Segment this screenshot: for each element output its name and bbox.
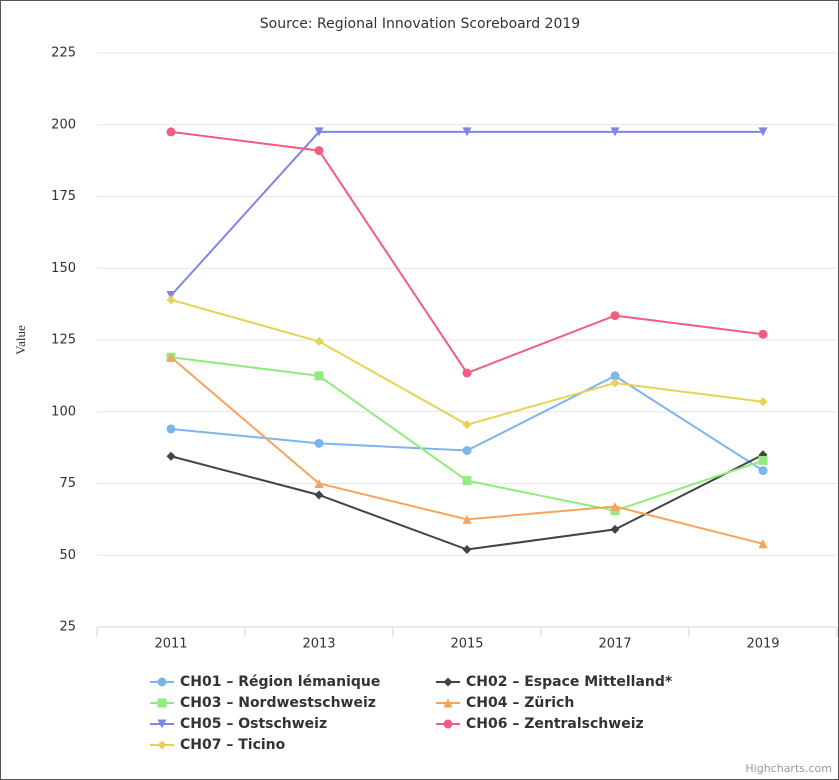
legend-symbol: [157, 719, 167, 729]
legend-label: CH02 – Espace Mittelland*: [466, 674, 673, 690]
y-tick-label: 25: [59, 620, 76, 635]
data-point: [610, 378, 620, 388]
y-tick-label: 125: [51, 333, 76, 348]
data-point: [166, 424, 176, 434]
data-point: [462, 368, 472, 378]
legend-label: CH01 – Région lémanique: [180, 674, 380, 690]
legend-label: CH06 – Zentralschweiz: [466, 716, 644, 732]
legend-symbol: [443, 698, 453, 708]
x-tick-label: 2011: [154, 637, 187, 652]
data-point: [758, 456, 768, 466]
y-tick-label: 75: [59, 476, 76, 491]
legend-symbol: [443, 677, 453, 687]
data-point: [462, 545, 472, 555]
data-point: [610, 371, 620, 381]
y-tick-label: 225: [51, 46, 76, 61]
y-tick-label: 175: [51, 189, 76, 204]
x-tick-label: 2017: [598, 637, 631, 652]
data-point: [462, 420, 472, 430]
data-point: [166, 451, 176, 461]
data-point: [610, 127, 620, 137]
data-point: [758, 466, 768, 476]
chart-title: Source: Regional Innovation Scoreboard 2…: [260, 16, 580, 32]
y-axis-title: Value: [13, 325, 28, 355]
data-point: [758, 127, 768, 137]
data-point: [610, 311, 620, 321]
data-point: [314, 336, 324, 346]
data-point: [610, 501, 620, 511]
data-point: [166, 295, 176, 305]
legend-label: CH04 – Zürich: [466, 695, 574, 711]
legend-symbol: [157, 698, 167, 708]
x-tick-label: 2013: [302, 637, 335, 652]
data-point: [314, 127, 324, 137]
legend-symbol: [157, 677, 167, 687]
data-point: [314, 490, 324, 500]
data-point: [166, 127, 176, 137]
data-point: [166, 352, 176, 362]
y-tick-label: 100: [51, 404, 76, 419]
x-tick-label: 2015: [450, 637, 483, 652]
legend-symbol: [157, 740, 167, 750]
legend-label: CH07 – Ticino: [180, 737, 286, 753]
y-tick-label: 150: [51, 261, 76, 276]
data-point: [758, 397, 768, 407]
data-point: [610, 524, 620, 534]
legend-label: CH05 – Ostschweiz: [180, 716, 327, 732]
data-point: [314, 438, 324, 448]
data-point: [758, 329, 768, 339]
credits: Highcharts.com: [745, 762, 832, 775]
data-point: [758, 539, 768, 549]
data-point: [462, 127, 472, 137]
data-point: [314, 479, 324, 488]
data-point: [314, 146, 324, 156]
y-tick-label: 200: [51, 117, 76, 132]
x-tick-label: 2019: [746, 637, 779, 652]
data-point: [462, 476, 472, 486]
y-tick-label: 50: [59, 548, 76, 563]
legend-label: CH03 – Nordwestschweiz: [180, 695, 376, 711]
data-point: [462, 514, 472, 524]
data-point: [314, 371, 324, 381]
data-point: [462, 445, 472, 455]
legend-symbol: [443, 719, 453, 729]
